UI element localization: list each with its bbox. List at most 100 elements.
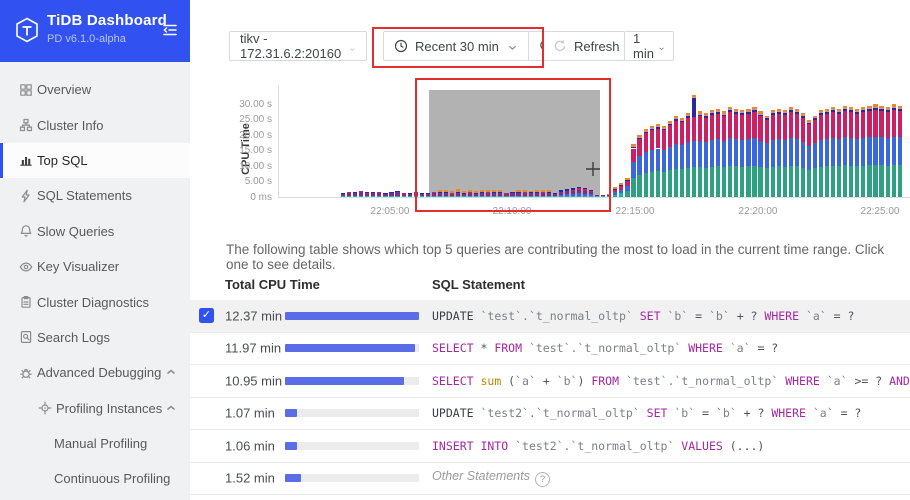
sidebar-item-label: Slow Queries <box>37 223 115 239</box>
refresh-label: Refresh <box>574 38 620 54</box>
cluster-diagnostics-icon <box>19 295 33 309</box>
y-tick-label: 30.00 s <box>239 98 272 110</box>
sql-statement-text: UPDATE `test`.`t_normal_oltp` SET `b` = … <box>432 308 855 323</box>
overview-icon <box>19 83 33 97</box>
cluster-info-icon <box>19 118 33 132</box>
tidb-logo-icon <box>13 16 41 44</box>
sidebar-item-label: Cluster Diagnostics <box>37 294 149 310</box>
chevron-up-icon <box>165 402 177 414</box>
profiling-instances-icon <box>38 401 52 415</box>
cpu-time-bar <box>285 409 419 418</box>
chevron-down-icon <box>658 41 665 52</box>
sidebar-item-label: Overview <box>37 82 92 98</box>
cpu-time-bar <box>285 376 419 385</box>
time-range-select[interactable]: Recent 30 min <box>384 32 528 60</box>
sidebar-item-search-logs[interactable]: Search Logs <box>0 320 190 355</box>
app-version: PD v6.1.0-alpha <box>47 33 126 45</box>
sidebar-item-advanced-debugging[interactable]: Advanced Debugging <box>0 355 190 390</box>
sidebar-item-label: Continuous Profiling <box>54 471 171 487</box>
table-row[interactable]: 1.07 min UPDATE `test2`.`t_normal_oltp` S… <box>190 398 910 430</box>
table-row[interactable]: 11.97 min SELECT * FROM `test`.`t_normal_… <box>190 333 910 365</box>
sql-statement-text: SELECT sum (`a` + `b`) FROM `test`.`t_no… <box>432 373 910 388</box>
y-tick-label: 25.00 s <box>239 114 272 126</box>
sidebar-item-sql-statements[interactable]: SQL Statements <box>0 178 190 213</box>
refresh-icon <box>553 39 567 53</box>
refresh-button[interactable]: Refresh <box>542 31 625 61</box>
table-row[interactable]: 1.52 min Other Statements? <box>190 463 910 495</box>
y-axis-line <box>278 85 279 198</box>
sidebar-item-profiling-instances[interactable]: Profiling Instances <box>0 391 190 426</box>
instance-select-value: tikv - 172.31.6.2:20160 <box>240 31 342 61</box>
x-tick-label: 22:05:00 <box>370 206 410 217</box>
table-row[interactable]: 1.06 min INSERT INTO `test2`.`t_normal_ol… <box>190 430 910 463</box>
sidebar-item-cluster-info[interactable]: Cluster Info <box>0 107 190 142</box>
x-axis-line <box>278 197 910 198</box>
app-header: TiDB Dashboard PD v6.1.0-alpha <box>0 0 190 62</box>
sql-statement-text: UPDATE `test2`.`t_normal_oltp` SET `b` =… <box>432 406 862 421</box>
y-tick-label: 0 ms <box>250 192 272 203</box>
sql-statement-text: Other Statements? <box>432 469 550 488</box>
menu-fold-icon[interactable] <box>161 21 179 39</box>
y-tick-label: 5.00 s <box>244 176 272 188</box>
cpu-time-chart[interactable] <box>279 85 910 197</box>
instance-select[interactable]: tikv - 172.31.6.2:20160 <box>229 31 367 61</box>
search-logs-icon <box>19 330 33 344</box>
x-tick-label: 22:20:00 <box>738 206 778 217</box>
table-row[interactable]: 10.95 min SELECT sum (`a` + `b`) FROM `te… <box>190 365 910 398</box>
y-tick-label: 15.00 s <box>239 145 272 157</box>
table-row[interactable]: ✓ 12.37 min UPDATE `test`.`t_normal_oltp` … <box>190 300 910 333</box>
total-cpu-time-value: 11.97 min <box>225 340 282 356</box>
total-cpu-time-value: 1.52 min <box>225 470 275 486</box>
sidebar-item-manual-profiling[interactable]: Manual Profiling <box>0 426 190 461</box>
slow-queries-icon <box>19 224 33 238</box>
time-range-group: Recent 30 min <box>383 31 565 61</box>
sidebar-item-label: Top SQL <box>37 152 88 168</box>
sidebar-item-label: SQL Statements <box>37 188 132 204</box>
sql-statement-text: SELECT * FROM `test`.`t_normal_oltp` WHE… <box>432 341 779 356</box>
sidebar-item-cluster-diagnostics[interactable]: Cluster Diagnostics <box>0 284 190 319</box>
sidebar-menu: Overview Cluster Info Top SQL SQL Statement… <box>0 62 190 497</box>
sidebar: TiDB Dashboard PD v6.1.0-alpha Overview C… <box>0 0 190 500</box>
sql-statement-text: INSERT INTO `test2`.`t_normal_oltp` VALU… <box>432 438 765 453</box>
total-cpu-time-value: 12.37 min <box>225 308 283 324</box>
column-header-sql-statement: SQL Statement <box>432 277 525 292</box>
refresh-interval-value: 1 min <box>633 31 654 61</box>
cpu-time-bar <box>285 474 419 483</box>
sidebar-item-top-sql[interactable]: Top SQL <box>0 142 190 179</box>
chevron-down-icon <box>349 41 356 52</box>
sidebar-item-label: Cluster Info <box>37 117 104 133</box>
sidebar-item-overview[interactable]: Overview <box>0 72 190 107</box>
x-tick-label: 22:25:00 <box>860 206 900 217</box>
total-cpu-time-value: 10.95 min <box>225 373 283 389</box>
top-sql-table: ✓ 12.37 min UPDATE `test`.`t_normal_oltp` … <box>190 300 910 495</box>
advanced-debugging-icon <box>19 366 33 380</box>
sidebar-item-label: Manual Profiling <box>54 436 148 452</box>
x-tick-label: 22:15:00 <box>615 206 655 217</box>
top-sql-icon <box>19 153 33 167</box>
help-icon[interactable]: ? <box>534 472 550 488</box>
x-tick-label: 22:10:00 <box>492 206 532 217</box>
cpu-time-bar <box>285 441 419 450</box>
row-checkbox[interactable]: ✓ <box>199 308 214 323</box>
app-title: TiDB Dashboard <box>47 12 168 29</box>
crosshair-cursor <box>585 161 601 177</box>
y-tick-label: 10.00 s <box>239 160 272 172</box>
y-tick-label: 20.00 s <box>239 129 272 141</box>
column-header-total-cpu-time: Total CPU Time <box>225 277 320 292</box>
chevron-up-icon <box>165 366 177 378</box>
sidebar-item-label: Profiling Instances <box>56 400 163 416</box>
cpu-time-bar <box>285 344 419 353</box>
refresh-interval-select[interactable]: 1 min <box>624 31 674 61</box>
clock-icon <box>394 39 408 53</box>
key-visualizer-icon <box>19 260 33 274</box>
sql-statements-icon <box>19 189 33 203</box>
sidebar-item-label: Advanced Debugging <box>37 365 162 381</box>
cpu-time-bar <box>285 311 419 320</box>
total-cpu-time-value: 1.07 min <box>225 405 275 421</box>
sidebar-item-label: Key Visualizer <box>37 259 120 275</box>
chevron-down-icon <box>507 41 518 52</box>
sidebar-item-key-visualizer[interactable]: Key Visualizer <box>0 249 190 284</box>
sidebar-item-slow-queries[interactable]: Slow Queries <box>0 214 190 249</box>
sidebar-item-continuous-profiling[interactable]: Continuous Profiling <box>0 461 190 496</box>
sidebar-item-label: Search Logs <box>37 329 110 345</box>
